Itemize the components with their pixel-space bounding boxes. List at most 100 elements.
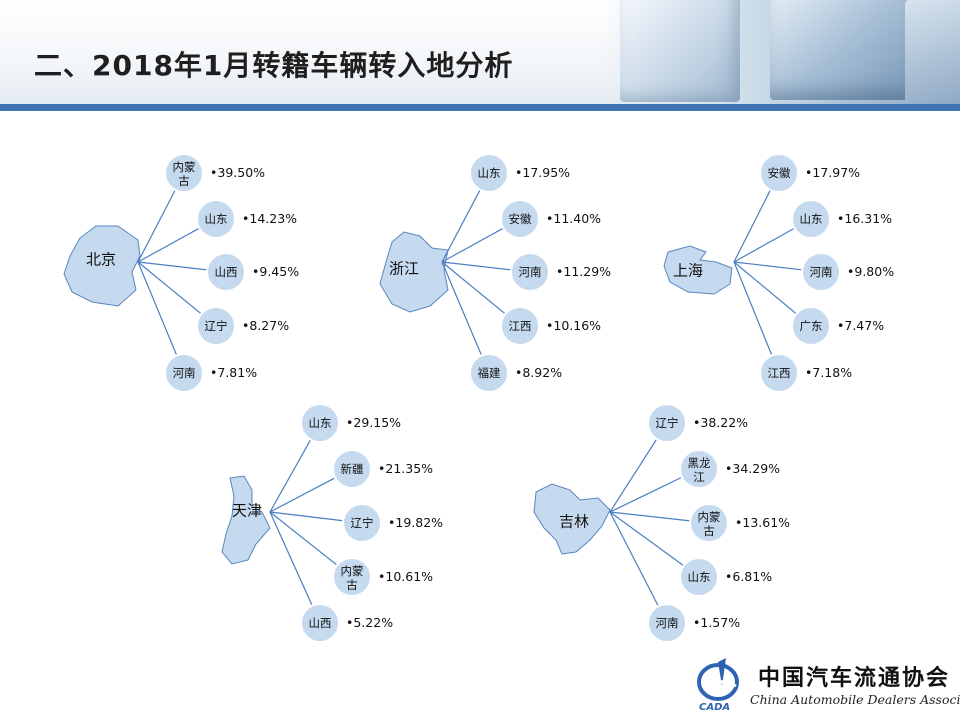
decorative-cube: [620, 0, 740, 102]
city-group: 天津 山东 •29.15% 新疆 •21.35% 辽宁 •19.82% 内蒙古 •10.61% 山…: [221, 403, 443, 643]
destination-node: [500, 199, 540, 239]
city-label: 吉林: [559, 513, 589, 531]
connector-line: [137, 189, 176, 263]
connector-line: [137, 227, 200, 263]
transfer-share-value: •7.47%: [837, 318, 884, 333]
connector-line: [609, 476, 683, 513]
destination-province-label: 山东: [688, 570, 711, 584]
destination-province-label: 广东: [800, 319, 823, 333]
province-map-shape: [63, 225, 141, 307]
destination-province-label: 内蒙古: [698, 510, 721, 538]
transfer-share-value: •39.50%: [210, 165, 265, 180]
connector-line: [609, 438, 658, 513]
connector-line: [609, 511, 659, 607]
connector-line: [441, 261, 483, 356]
transfer-share-value: •11.29%: [556, 264, 611, 279]
cada-mark: CADA: [699, 702, 730, 712]
destination-province-label: 安徽: [768, 166, 791, 180]
destination-province-label: 山西: [215, 265, 238, 279]
transfer-share-value: •11.40%: [546, 211, 601, 226]
destination-province-label: 江西: [509, 319, 532, 333]
city-label: 天津: [232, 502, 262, 520]
transfer-share-value: •8.92%: [515, 365, 562, 380]
decorative-cube: [905, 0, 960, 106]
association-name-cn: 中国汽车流通协会: [758, 665, 951, 691]
destination-node: [164, 153, 204, 193]
transfer-share-value: •38.22%: [693, 415, 748, 430]
connector-line: [269, 477, 336, 513]
header-banner: 二、2018年1月转籍车辆转入地分析: [0, 0, 960, 106]
transfer-share-value: •7.18%: [805, 365, 852, 380]
destination-province-label: 河南: [656, 616, 679, 630]
destination-province-label: 山东: [800, 212, 823, 226]
connector-line: [137, 261, 208, 271]
association-logo: CADA 中国汽车流通协会 China Automobile Dealers A…: [696, 652, 960, 716]
connector-line: [441, 261, 512, 271]
destination-province-label: 辽宁: [205, 319, 228, 333]
destination-province-label: 山东: [478, 166, 501, 180]
destination-node: [647, 603, 687, 643]
destination-province-label: 山东: [205, 212, 228, 226]
transfer-share-value: •13.61%: [735, 515, 790, 530]
destination-province-label: 山西: [309, 616, 332, 630]
destination-node: [801, 252, 841, 292]
city-label: 北京: [86, 251, 116, 269]
province-map-shape: [379, 231, 449, 313]
transfer-share-value: •19.82%: [388, 515, 443, 530]
transfer-share-value: •9.45%: [252, 264, 299, 279]
province-map-shape: [221, 475, 271, 565]
city-group: 吉林 辽宁 •38.22% 黑龙江 •34.29% 内蒙古 •13.61% 山东 •6.81% 河…: [533, 403, 790, 643]
destination-node: [759, 353, 799, 393]
destination-province-label: 辽宁: [656, 416, 679, 430]
destination-province-label: 河南: [810, 265, 833, 279]
destination-node: [791, 199, 831, 239]
destination-node: [469, 353, 509, 393]
destination-node: [510, 252, 550, 292]
decorative-cube: [770, 0, 930, 100]
destination-province-label: 山东: [309, 416, 332, 430]
transfer-share-value: •17.95%: [515, 165, 570, 180]
destination-province-label: 江西: [768, 366, 791, 380]
page-title: 二、2018年1月转籍车辆转入地分析: [34, 49, 514, 82]
destination-province-label: 内蒙古: [341, 564, 364, 592]
city-group: 浙江 山东 •17.95% 安徽 •11.40% 河南 •11.29% 江西 •10.16% 福建…: [379, 153, 611, 393]
destination-node: [759, 153, 799, 193]
association-name-en: China Automobile Dealers Association: [750, 692, 960, 707]
city-label: 浙江: [389, 260, 419, 278]
connector-line: [441, 189, 481, 263]
destination-node: [342, 503, 382, 543]
connector-line: [733, 189, 771, 263]
destination-province-label: 河南: [519, 265, 542, 279]
destination-node: [332, 557, 372, 597]
connector-line: [137, 261, 178, 356]
destination-node: [164, 353, 204, 393]
transfer-share-value: •5.22%: [346, 615, 393, 630]
connector-line: [609, 511, 685, 567]
transfer-share-value: •14.23%: [242, 211, 297, 226]
destination-province-label: 黑龙江: [688, 456, 711, 484]
destination-node: [647, 403, 687, 443]
connector-line: [137, 261, 202, 315]
connector-line: [733, 227, 795, 263]
province-map-shape: [533, 483, 611, 555]
destination-province-label: 河南: [173, 366, 196, 380]
transfer-share-value: •7.81%: [210, 365, 257, 380]
connector-line: [269, 511, 338, 566]
destination-province-label: 辽宁: [351, 516, 374, 530]
transfer-share-value: •17.97%: [805, 165, 860, 180]
transfer-share-value: •9.80%: [847, 264, 894, 279]
destination-province-label: 安徽: [509, 212, 532, 226]
title-accent-bar: [0, 104, 960, 111]
destination-province-label: 内蒙古: [173, 160, 196, 188]
transfer-share-value: •6.81%: [725, 569, 772, 584]
destination-province-label: 新疆: [341, 462, 364, 476]
destination-node: [791, 306, 831, 346]
transfer-share-value: •10.61%: [378, 569, 433, 584]
connector-line: [609, 511, 691, 522]
transfer-share-value: •34.29%: [725, 461, 780, 476]
destination-node: [206, 252, 246, 292]
city-group: 上海 安徽 •17.97% 山东 •16.31% 河南 •9.80% 广东 •7.47% 江西 •7…: [663, 153, 894, 393]
destination-node: [679, 449, 719, 489]
destination-province-label: 福建: [478, 366, 501, 380]
